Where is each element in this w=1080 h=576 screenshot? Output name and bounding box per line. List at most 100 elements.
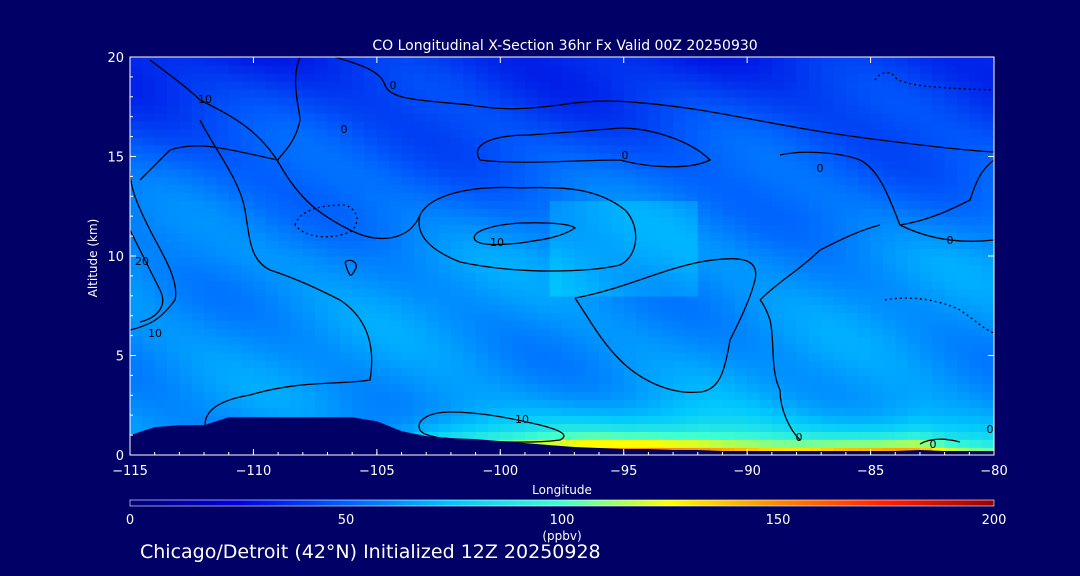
field-cell xyxy=(808,112,822,122)
field-cell xyxy=(660,152,674,162)
field-cell xyxy=(919,264,933,273)
field-cell xyxy=(290,104,304,114)
field-cell xyxy=(932,335,946,345)
field-cell xyxy=(389,72,403,82)
field-cell xyxy=(339,200,353,210)
field-cell xyxy=(623,65,637,74)
field-cell xyxy=(858,319,872,329)
field-cell xyxy=(574,224,588,233)
field-cell xyxy=(290,319,304,329)
field-cell xyxy=(574,72,588,82)
field-cell xyxy=(130,88,144,98)
field-cell xyxy=(352,295,366,305)
field-cell xyxy=(673,407,687,416)
field-cell xyxy=(586,439,600,448)
field-cell xyxy=(191,224,205,233)
field-cell xyxy=(537,248,551,257)
field-cell xyxy=(401,184,415,194)
field-cell xyxy=(228,128,242,138)
field-cell xyxy=(784,240,798,249)
field-cell xyxy=(648,104,662,114)
field-cell xyxy=(389,256,403,265)
field-cell xyxy=(413,240,427,249)
field-cell xyxy=(969,120,983,130)
field-cell xyxy=(981,96,994,106)
field-cell xyxy=(191,184,205,194)
field-cell xyxy=(574,200,588,210)
field-cell xyxy=(376,72,390,82)
field-cell xyxy=(154,104,168,114)
field-cell xyxy=(611,65,625,74)
field-cell xyxy=(376,80,390,90)
field-cell xyxy=(191,256,205,265)
field-cell xyxy=(512,431,526,440)
field-cell xyxy=(302,120,316,130)
field-cell xyxy=(636,367,650,377)
field-cell xyxy=(352,311,366,321)
contour-line xyxy=(919,438,961,445)
field-cell xyxy=(512,192,526,202)
field-cell xyxy=(574,359,588,369)
field-cell xyxy=(228,72,242,82)
field-cell xyxy=(611,343,625,353)
field-cell xyxy=(882,319,896,329)
field-cell xyxy=(833,96,847,106)
field-cell xyxy=(154,80,168,90)
field-cell xyxy=(167,351,181,361)
field-cell xyxy=(808,168,822,178)
field-cell xyxy=(796,168,810,178)
field-cell xyxy=(204,144,218,154)
field-cell xyxy=(512,184,526,194)
field-cell xyxy=(882,144,896,154)
field-cell xyxy=(167,104,181,114)
field-cell xyxy=(228,303,242,313)
field-cell xyxy=(796,112,810,122)
field-cell xyxy=(253,287,267,297)
field-cell xyxy=(549,391,563,401)
field-cell xyxy=(327,327,341,337)
field-cell xyxy=(167,319,181,329)
field-cell xyxy=(376,232,390,241)
field-cell xyxy=(907,176,921,186)
field-cell xyxy=(376,319,390,329)
field-cell xyxy=(957,65,971,74)
field-cell xyxy=(376,128,390,138)
field-cell xyxy=(796,65,810,74)
field-cell xyxy=(895,351,909,361)
field-cell xyxy=(463,176,477,186)
field-cell xyxy=(759,152,773,162)
field-cell xyxy=(784,359,798,369)
field-cell xyxy=(241,136,255,146)
field-cell xyxy=(833,367,847,377)
field-cell xyxy=(660,96,674,106)
field-cell xyxy=(562,287,576,297)
field-cell xyxy=(660,375,674,385)
field-cell xyxy=(907,104,921,114)
field-cell xyxy=(969,152,983,162)
field-cell xyxy=(216,80,230,90)
field-cell xyxy=(562,176,576,186)
field-cell xyxy=(710,248,724,257)
field-cell xyxy=(450,136,464,146)
field-cell xyxy=(450,176,464,186)
field-cell xyxy=(364,80,378,90)
field-cell xyxy=(549,264,563,273)
field-cell xyxy=(562,160,576,170)
field-cell xyxy=(216,96,230,106)
field-cell xyxy=(475,152,489,162)
field-cell xyxy=(870,232,884,241)
field-cell xyxy=(413,80,427,90)
field-cell xyxy=(401,383,415,393)
field-cell xyxy=(722,216,736,225)
field-cell xyxy=(895,152,909,162)
field-cell xyxy=(747,264,761,273)
field-cell xyxy=(648,303,662,313)
field-cell xyxy=(833,65,847,74)
field-cell xyxy=(278,160,292,170)
field-cell xyxy=(833,57,847,66)
field-cell xyxy=(130,407,144,416)
field-cell xyxy=(796,375,810,385)
field-cell xyxy=(697,224,711,233)
contour-line xyxy=(899,159,994,226)
field-cell xyxy=(858,200,872,210)
